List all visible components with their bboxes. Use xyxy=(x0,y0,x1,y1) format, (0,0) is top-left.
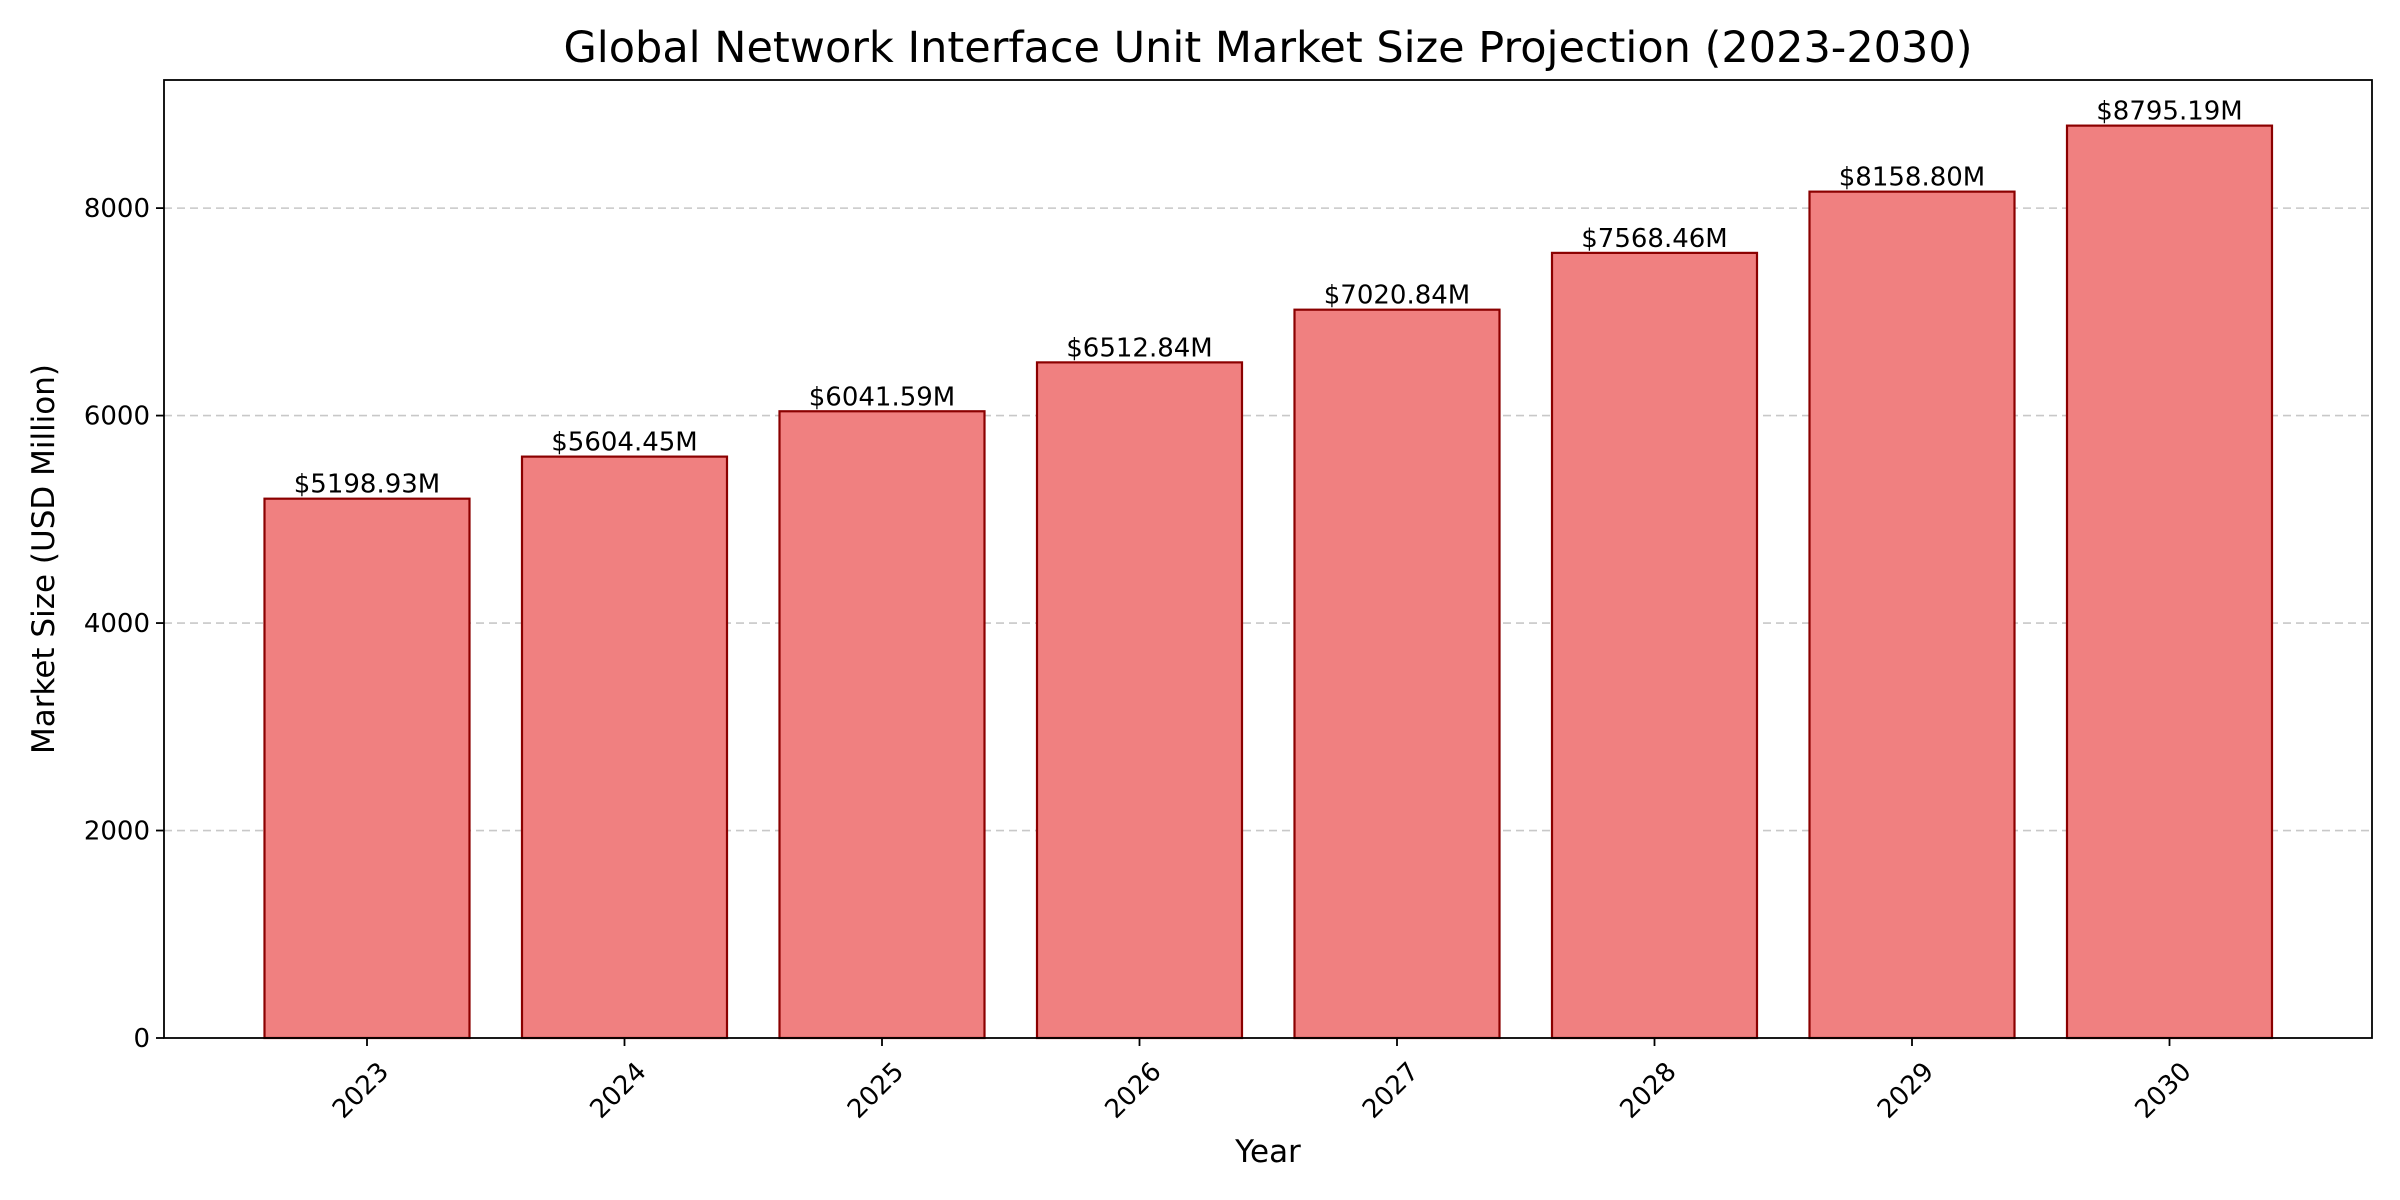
data-label-2023: $5198.93M xyxy=(294,470,441,500)
y-tick-label: 2000 xyxy=(84,817,150,847)
bar-2026 xyxy=(1035,361,1244,1040)
bars xyxy=(263,124,2274,1040)
bar-2025 xyxy=(778,410,986,1040)
bar-2023 xyxy=(263,497,471,1040)
data-label-2028: $7568.46M xyxy=(1581,224,1728,254)
y-tick-label: 8000 xyxy=(84,194,150,224)
data-label-2024: $5604.45M xyxy=(551,428,698,458)
x-axis-label: Year xyxy=(1234,1134,1301,1170)
bar-2024 xyxy=(520,455,729,1040)
y-tick-label: 6000 xyxy=(84,402,150,432)
x-tick-label-2024: 2024 xyxy=(584,1057,652,1125)
data-labels: $5198.93M $5604.45M $6041.59M $6512.84M $702… xyxy=(294,97,2243,500)
plot-frame xyxy=(163,79,2373,1039)
x-tick-label-2025: 2025 xyxy=(842,1057,910,1125)
axes xyxy=(163,79,2373,1039)
bar-2029 xyxy=(1808,190,2016,1040)
bar-2028 xyxy=(1550,251,1759,1040)
bar-2027 xyxy=(1293,308,1501,1040)
y-tick-label: 0 xyxy=(133,1024,150,1054)
x-tick-label-2030: 2030 xyxy=(2129,1057,2197,1125)
chart-title: Global Network Interface Unit Market Siz… xyxy=(563,23,1972,73)
data-label-2025: $6041.59M xyxy=(809,382,956,412)
y-axis-label: Market Size (USD Million) xyxy=(26,364,62,754)
data-label-2027: $7020.84M xyxy=(1324,281,1471,311)
x-tick-label-2023: 2023 xyxy=(327,1057,395,1125)
bar-2030 xyxy=(2065,124,2274,1040)
x-tick-label-2027: 2027 xyxy=(1357,1057,1425,1125)
x-tick-label-2026: 2026 xyxy=(1099,1057,1167,1125)
data-label-2026: $6512.84M xyxy=(1066,333,1213,363)
x-tick-label-2029: 2029 xyxy=(1872,1057,1940,1125)
grid-lines xyxy=(164,207,2372,832)
y-tick-label: 4000 xyxy=(84,609,150,639)
data-label-2030: $8795.19M xyxy=(2096,97,2243,127)
x-tick-label-2028: 2028 xyxy=(1614,1057,1682,1125)
data-label-2029: $8158.80M xyxy=(1839,163,1986,193)
